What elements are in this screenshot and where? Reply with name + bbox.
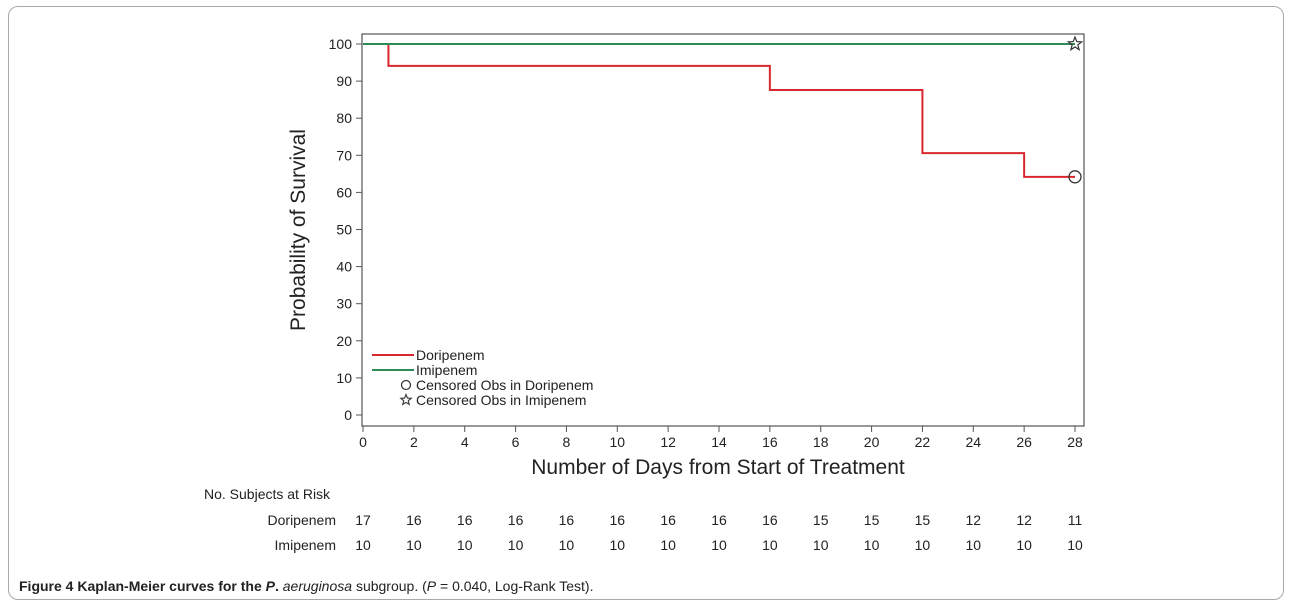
- legend-label-imipenem: Imipenem: [416, 362, 477, 378]
- risk-value-doripenem-14: 11: [1068, 512, 1083, 528]
- x-tick-label-10: 10: [609, 434, 625, 450]
- x-tick-label-18: 18: [813, 434, 829, 450]
- caption-subgroup: subgroup.: [355, 578, 419, 594]
- legend-swatch-censored-obs-in-imipenem: [399, 393, 413, 406]
- risk-value-doripenem-5: 16: [609, 512, 625, 528]
- risk-value-imipenem-2: 10: [457, 537, 473, 553]
- y-tick-label-70: 70: [336, 147, 352, 163]
- x-axis-label: Number of Days from Start of Treatment: [531, 456, 905, 479]
- y-tick-label-60: 60: [336, 184, 352, 200]
- x-tick-label-6: 6: [512, 434, 520, 450]
- y-tick-label-90: 90: [336, 73, 352, 89]
- x-tick-label-26: 26: [1016, 434, 1032, 450]
- risk-value-doripenem-7: 16: [711, 512, 727, 528]
- x-tick-label-24: 24: [965, 434, 981, 450]
- series-line-doripenem: [363, 43, 1075, 178]
- y-tick-label-50: 50: [336, 222, 352, 238]
- risk-value-imipenem-13: 10: [1016, 537, 1032, 553]
- censor-marker-doripenem-0: [1068, 170, 1082, 184]
- risk-value-imipenem-11: 10: [915, 537, 931, 553]
- x-tick-label-0: 0: [359, 434, 367, 450]
- risk-value-imipenem-4: 10: [559, 537, 575, 553]
- risk-table-title: No. Subjects at Risk: [204, 486, 331, 502]
- caption-bold-text: Kaplan-Meier curves for the: [77, 578, 262, 594]
- legend-swatch-censored-obs-in-doripenem: [400, 379, 412, 391]
- risk-value-doripenem-2: 16: [457, 512, 473, 528]
- x-tick-label-16: 16: [762, 434, 778, 450]
- risk-value-doripenem-13: 12: [1016, 512, 1032, 528]
- y-tick-label-10: 10: [336, 370, 352, 386]
- risk-value-doripenem-0: 17: [355, 512, 371, 528]
- y-tick-label-100: 100: [329, 36, 353, 52]
- risk-value-doripenem-4: 16: [559, 512, 575, 528]
- x-tick-label-2: 2: [410, 434, 418, 450]
- legend-label-doripenem: Doripenem: [416, 347, 484, 363]
- risk-row-label-doripenem: Doripenem: [268, 512, 336, 528]
- x-tick-label-8: 8: [563, 434, 571, 450]
- risk-value-imipenem-10: 10: [864, 537, 880, 553]
- risk-value-doripenem-3: 16: [508, 512, 524, 528]
- y-tick-label-0: 0: [344, 407, 352, 423]
- x-tick-label-20: 20: [864, 434, 880, 450]
- x-tick-label-12: 12: [660, 434, 676, 450]
- y-tick-label-40: 40: [336, 259, 352, 275]
- risk-value-imipenem-6: 10: [660, 537, 676, 553]
- x-tick-label-14: 14: [711, 434, 727, 450]
- risk-value-doripenem-1: 16: [406, 512, 422, 528]
- risk-value-doripenem-12: 12: [965, 512, 981, 528]
- figure-frame: [8, 6, 1284, 600]
- y-tick-label-20: 20: [336, 333, 352, 349]
- y-tick-label-30: 30: [336, 296, 352, 312]
- risk-value-imipenem-1: 10: [406, 537, 422, 553]
- x-tick-label-4: 4: [461, 434, 469, 450]
- risk-value-doripenem-6: 16: [660, 512, 676, 528]
- risk-value-doripenem-11: 15: [915, 512, 931, 528]
- legend-label-censored-obs-in-imipenem: Censored Obs in Imipenem: [416, 392, 586, 408]
- risk-value-imipenem-0: 10: [355, 537, 371, 553]
- risk-row-label-imipenem: Imipenem: [275, 537, 336, 553]
- y-axis-label: Probability of Survival: [287, 129, 310, 331]
- risk-value-doripenem-9: 15: [813, 512, 829, 528]
- risk-value-doripenem-10: 15: [864, 512, 880, 528]
- figure-caption: Figure 4 Kaplan-Meier curves for the P. …: [19, 578, 593, 594]
- legend-label-censored-obs-in-doripenem: Censored Obs in Doripenem: [416, 377, 593, 393]
- caption-p-symbol: P: [426, 578, 437, 594]
- risk-value-imipenem-14: 10: [1067, 537, 1083, 553]
- caption-species: aeruginosa: [282, 578, 353, 594]
- risk-value-imipenem-3: 10: [508, 537, 524, 553]
- caption-genus-dot: .: [274, 578, 279, 594]
- caption-genus: P: [265, 578, 275, 594]
- risk-value-imipenem-5: 10: [609, 537, 625, 553]
- x-tick-label-28: 28: [1067, 434, 1083, 450]
- caption-figure-label: Figure 4: [19, 578, 74, 594]
- risk-value-doripenem-8: 16: [762, 512, 778, 528]
- risk-value-imipenem-9: 10: [813, 537, 829, 553]
- caption-p-value: = 0.040, Log-Rank Test).: [440, 578, 594, 594]
- x-tick-label-22: 22: [915, 434, 931, 450]
- risk-value-imipenem-12: 10: [965, 537, 981, 553]
- censor-marker-imipenem-0: [1066, 35, 1084, 52]
- risk-value-imipenem-8: 10: [762, 537, 778, 553]
- risk-value-imipenem-7: 10: [711, 537, 727, 553]
- y-tick-label-80: 80: [336, 110, 352, 126]
- caption-paren: (: [422, 578, 427, 594]
- kaplan-meier-chart: 0 2 4 6 8 10 12 14 16 18 20 22 24 26 28010203040506070…: [204, 33, 1085, 553]
